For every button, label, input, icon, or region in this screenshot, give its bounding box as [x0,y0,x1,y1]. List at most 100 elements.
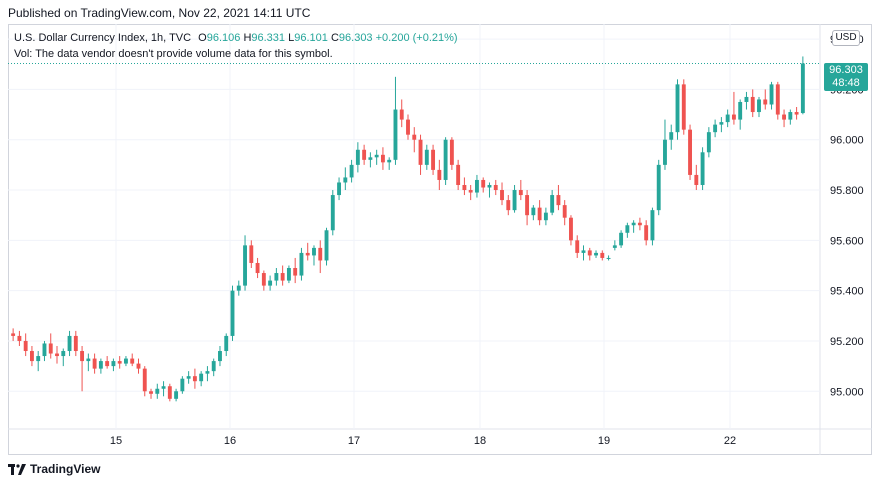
candle-body [763,99,768,105]
candle-body [713,124,718,133]
candle-body [581,250,586,253]
ohlc-row: U.S. Dollar Currency Index, 1h, TVC O96.… [14,30,458,46]
candle-body [98,361,103,369]
candle-body [105,361,110,367]
candle-body [255,262,260,274]
x-tick-label: 17 [348,435,360,447]
candle-body [142,368,147,392]
candle-body [706,132,711,153]
candle-body [418,139,423,165]
candle-body [675,84,680,133]
currency-button[interactable]: USD [832,30,860,46]
candle-body [663,139,667,165]
candle-body [161,386,166,389]
candle-body [124,358,128,364]
candle-body [324,230,329,261]
candle-body [569,217,573,241]
candle-body [224,335,229,352]
candle-body [286,268,291,281]
close-value: 96.303 [338,32,373,44]
candle-body [330,195,335,231]
candle-body [688,129,692,175]
chart-legend: U.S. Dollar Currency Index, 1h, TVC O96.… [14,30,458,62]
candle-body [92,358,97,369]
candle-body [186,376,191,379]
candle-body [443,139,448,180]
candle-body [86,358,91,362]
candle-body [61,351,66,357]
change-value: +0.200 (+0.21%) [375,32,458,44]
candle-body [550,195,555,213]
y-tick-label: 95.800 [830,185,864,197]
tradingview-logo-icon [8,464,26,475]
candle-body [406,119,410,135]
candle-body [355,149,360,165]
candle-body [437,169,442,180]
candle-body [230,290,235,336]
candle-body [29,351,34,362]
close-key: C [330,32,339,44]
candles [11,56,805,402]
published-text: Published on TradingView.com, Nov 22, 20… [8,6,311,20]
candle-body [117,361,122,364]
candle-body [36,356,41,362]
candle-body [380,154,385,163]
low-value: 96.101 [294,32,328,44]
last-price-tag: 96.303 48:48 [824,63,868,91]
candle-body [725,114,730,123]
candle-body [80,351,85,362]
candle-body [393,109,398,160]
candle-body [111,361,116,367]
candle-body [788,112,793,120]
candle-body [23,340,28,352]
candle-body [644,225,649,241]
candle-body [280,273,285,281]
x-tick-label: 19 [598,435,610,447]
candle-body [700,152,705,185]
candle-body [769,84,774,105]
candle-body [211,361,216,372]
open-key: O [198,32,207,44]
candle-body [537,207,542,221]
candle-body [500,190,504,201]
candle-body [562,205,567,218]
candle-body [456,164,461,185]
candle-body [299,252,304,276]
candle-body [782,114,787,120]
candle-body [656,164,661,211]
candle-body [55,353,59,357]
candle-body [218,351,222,362]
candle-body [149,391,153,394]
candle-body [249,245,254,263]
open-value: 96.106 [206,32,241,44]
candle-body [349,164,354,178]
candle-body [543,212,548,221]
x-tick-label: 16 [224,435,236,447]
grid-lines [8,24,872,455]
candle-body [650,210,655,241]
candle-body [587,250,592,256]
candle-body [205,371,210,374]
candle-body [42,343,47,357]
candle-body [493,184,498,191]
candle-body [236,285,241,291]
candle-body [362,149,367,160]
candle-body [518,190,523,196]
candle-body [738,101,743,120]
candle-body [136,363,141,369]
candle-body [506,200,511,211]
candle-body [775,84,780,115]
candle-body [731,114,736,120]
x-tick-label: 15 [110,435,122,447]
candle-body [606,257,611,259]
candle-body [487,184,492,188]
candlestick-chart[interactable]: 95.00095.20095.40095.60095.80096.00096.2… [8,24,872,455]
candle-body [794,112,799,115]
candle-body [475,179,479,193]
candle-body [556,195,561,206]
candle-body [694,174,699,185]
candle-body [48,343,53,354]
candle-body [312,247,316,256]
candle-body [431,149,436,170]
last-price-value: 96.303 [829,64,863,76]
